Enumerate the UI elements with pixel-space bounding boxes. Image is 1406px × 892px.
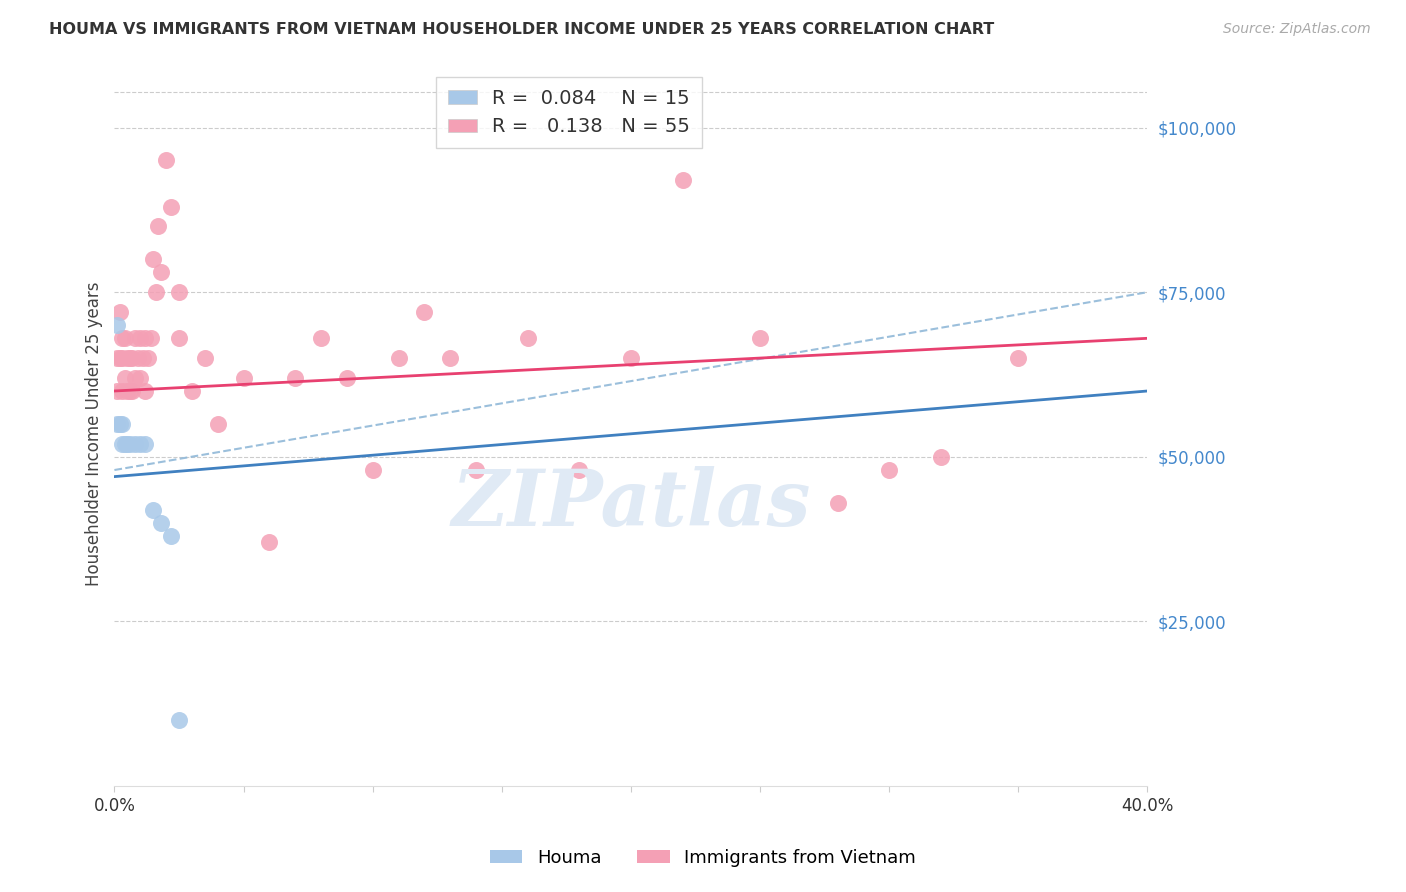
- Point: [118, 384, 141, 398]
- Legend: R =  0.084    N = 15, R =   0.138   N = 55: R = 0.084 N = 15, R = 0.138 N = 55: [436, 77, 702, 148]
- Point: [284, 371, 307, 385]
- Point: [134, 436, 156, 450]
- Point: [387, 351, 409, 365]
- Point: [413, 305, 436, 319]
- Point: [167, 285, 190, 300]
- Point: [105, 351, 128, 365]
- Point: [117, 351, 139, 365]
- Point: [129, 331, 152, 345]
- Point: [145, 285, 167, 300]
- Point: [118, 351, 141, 365]
- Point: [671, 173, 693, 187]
- Point: [142, 252, 165, 267]
- Point: [114, 436, 136, 450]
- Point: [134, 384, 156, 398]
- Point: [232, 371, 254, 385]
- Point: [124, 371, 146, 385]
- Point: [124, 436, 146, 450]
- Point: [149, 516, 172, 530]
- Point: [108, 351, 131, 365]
- Point: [124, 331, 146, 345]
- Point: [465, 463, 488, 477]
- Point: [336, 371, 359, 385]
- Point: [160, 529, 183, 543]
- Y-axis label: Householder Income Under 25 years: Householder Income Under 25 years: [86, 282, 103, 586]
- Point: [136, 351, 159, 365]
- Point: [309, 331, 332, 345]
- Point: [127, 351, 149, 365]
- Point: [111, 417, 134, 431]
- Text: Source: ZipAtlas.com: Source: ZipAtlas.com: [1223, 22, 1371, 37]
- Point: [111, 436, 134, 450]
- Point: [108, 417, 131, 431]
- Point: [105, 417, 128, 431]
- Point: [827, 496, 849, 510]
- Point: [114, 331, 136, 345]
- Point: [142, 502, 165, 516]
- Point: [167, 713, 190, 727]
- Point: [568, 463, 591, 477]
- Point: [194, 351, 217, 365]
- Point: [129, 436, 152, 450]
- Text: ZIPatlas: ZIPatlas: [451, 466, 811, 542]
- Point: [361, 463, 384, 477]
- Point: [516, 331, 538, 345]
- Point: [117, 384, 139, 398]
- Point: [111, 351, 134, 365]
- Point: [121, 384, 143, 398]
- Point: [207, 417, 229, 431]
- Point: [439, 351, 461, 365]
- Point: [118, 436, 141, 450]
- Legend: Houma, Immigrants from Vietnam: Houma, Immigrants from Vietnam: [482, 842, 924, 874]
- Point: [1007, 351, 1029, 365]
- Point: [105, 318, 128, 332]
- Point: [121, 351, 143, 365]
- Point: [620, 351, 643, 365]
- Point: [749, 331, 772, 345]
- Point: [139, 331, 162, 345]
- Point: [929, 450, 952, 464]
- Point: [148, 219, 170, 234]
- Point: [117, 436, 139, 450]
- Point: [111, 331, 134, 345]
- Point: [160, 200, 183, 214]
- Point: [129, 371, 152, 385]
- Point: [111, 384, 134, 398]
- Point: [155, 153, 177, 168]
- Point: [105, 384, 128, 398]
- Point: [134, 331, 156, 345]
- Point: [108, 305, 131, 319]
- Point: [167, 331, 190, 345]
- Point: [114, 371, 136, 385]
- Point: [877, 463, 900, 477]
- Text: HOUMA VS IMMIGRANTS FROM VIETNAM HOUSEHOLDER INCOME UNDER 25 YEARS CORRELATION C: HOUMA VS IMMIGRANTS FROM VIETNAM HOUSEHO…: [49, 22, 994, 37]
- Point: [149, 265, 172, 279]
- Point: [132, 351, 155, 365]
- Point: [180, 384, 202, 398]
- Point: [259, 535, 281, 549]
